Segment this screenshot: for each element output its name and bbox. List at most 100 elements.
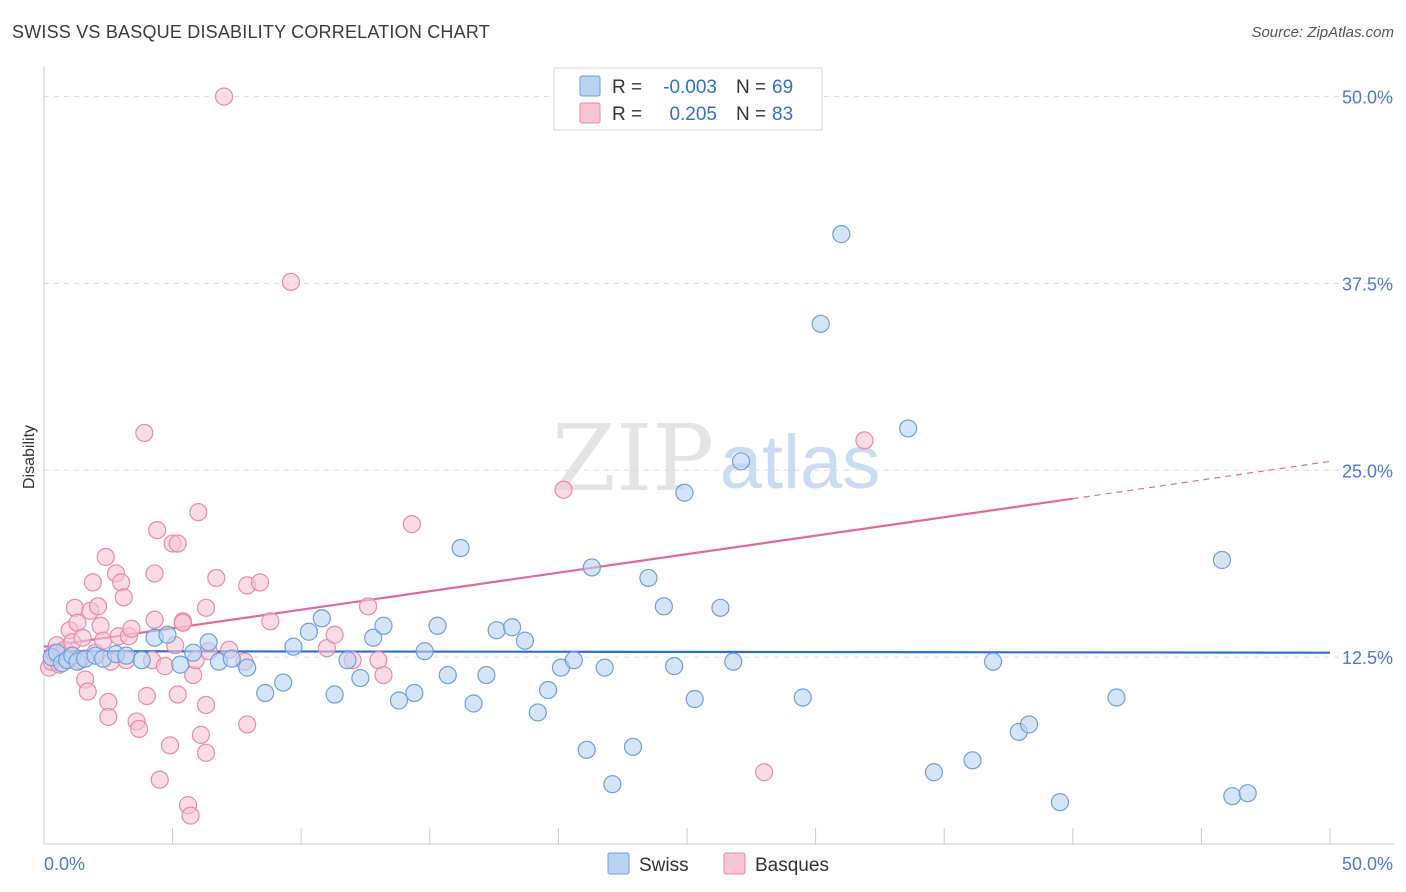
basques-point [358, 597, 378, 616]
swiss-point [1050, 793, 1070, 812]
swiss-point [515, 631, 535, 650]
legend-label-swiss: Swiss [639, 855, 689, 876]
swiss-legend-swatch [579, 75, 601, 97]
swiss-point [623, 737, 643, 756]
swiss-point [284, 637, 303, 656]
swiss-point [924, 763, 944, 782]
swiss-n-value: 69 [772, 77, 793, 98]
swiss-point [1019, 715, 1039, 734]
swiss-point [132, 651, 151, 670]
basques-point [145, 564, 164, 583]
swiss-point [299, 622, 319, 641]
basques-point [191, 725, 210, 744]
swiss-point [1238, 784, 1257, 803]
swiss-point [528, 703, 547, 722]
swiss-point [256, 683, 275, 703]
legend-swatch-basques [723, 852, 746, 875]
swiss-point [464, 694, 483, 713]
basques-point [114, 588, 133, 607]
y-tick-label: 37.5% [1342, 274, 1393, 294]
legend-label-basques: Basques [755, 855, 829, 876]
swiss-point [364, 628, 383, 647]
swiss-point [603, 775, 622, 794]
swiss-point [983, 652, 1003, 671]
swiss-point [963, 751, 982, 770]
basques-point [855, 431, 874, 450]
swiss-point [665, 657, 684, 676]
y-tick-label: 50.0% [1342, 88, 1393, 108]
basques-point [250, 573, 270, 592]
basques-point [99, 707, 118, 727]
swiss-point [158, 625, 177, 644]
y-tick-label: 12.5% [1342, 648, 1393, 668]
basques-point [78, 682, 97, 701]
basques-trend-extension [1072, 460, 1331, 500]
basques-legend-swatch [579, 102, 601, 124]
basques-point [173, 613, 192, 632]
swiss-point [724, 652, 743, 671]
swiss-point [374, 616, 393, 635]
basques-point [755, 763, 774, 782]
swiss-point [711, 598, 730, 617]
basques-point [88, 597, 108, 616]
y-axis-label: Disability [21, 425, 38, 489]
basques-point [150, 770, 169, 789]
basques-point [554, 480, 573, 499]
swiss-point [577, 740, 596, 759]
data-points [40, 87, 1257, 825]
swiss-point [222, 649, 241, 668]
stats-legend: R = -0.003 N = 69 R = 0.205 N = 83 [553, 67, 823, 131]
basques-n-value: 83 [772, 104, 793, 125]
swiss-point [389, 691, 409, 710]
swiss-n-label: N = [736, 77, 766, 98]
swiss-point [675, 483, 694, 502]
basques-point [261, 612, 280, 631]
tick-labels: 12.5% 25.0% 37.5% 50.0% 0.0% 50.0% [44, 88, 1393, 874]
swiss-point [184, 643, 203, 662]
swiss-trend-line [43, 650, 1331, 654]
basques-point [181, 806, 200, 825]
swiss-point [793, 688, 812, 707]
y-tick-label: 25.0% [1342, 461, 1393, 481]
swiss-point [351, 668, 370, 688]
swiss-point [312, 609, 331, 628]
swiss-point [899, 419, 918, 438]
basques-trend-line [43, 497, 1073, 648]
basques-point [91, 616, 110, 635]
swiss-point [451, 538, 470, 558]
swiss-point [238, 658, 257, 677]
swiss-r-value: -0.003 [663, 77, 717, 98]
basques-point [96, 547, 115, 567]
basques-point [112, 573, 131, 592]
source-credit: Source: ZipAtlas.com [1251, 24, 1394, 41]
swiss-point [477, 665, 496, 685]
chart-title: SWISS VS BASQUE DISABILITY CORRELATION C… [12, 22, 490, 42]
swiss-point [117, 646, 136, 665]
swiss-point [582, 558, 601, 577]
swiss-point [274, 673, 293, 692]
basques-point [374, 665, 393, 685]
swiss-point [832, 225, 851, 244]
basques-point [122, 619, 141, 638]
trend-lines [43, 460, 1331, 654]
swiss-point [539, 680, 558, 700]
swiss-point [405, 683, 424, 703]
basques-point [155, 657, 174, 676]
basques-n-label: N = [736, 104, 766, 125]
basques-point [196, 695, 216, 715]
series-legend: Swiss Basques [607, 852, 829, 876]
swiss-point [438, 665, 457, 685]
x-tick-label: 0.0% [44, 854, 85, 874]
basques-point [207, 568, 226, 588]
grid-lines [44, 96, 1394, 658]
basques-point [83, 573, 102, 592]
axes [43, 66, 1394, 845]
swiss-point [1223, 787, 1242, 806]
x-tick-label: 50.0% [1342, 854, 1393, 874]
basques-point [160, 736, 180, 755]
swiss-point [595, 658, 614, 677]
swiss-point [415, 642, 434, 661]
basques-point [402, 515, 421, 534]
basques-point [238, 715, 257, 734]
